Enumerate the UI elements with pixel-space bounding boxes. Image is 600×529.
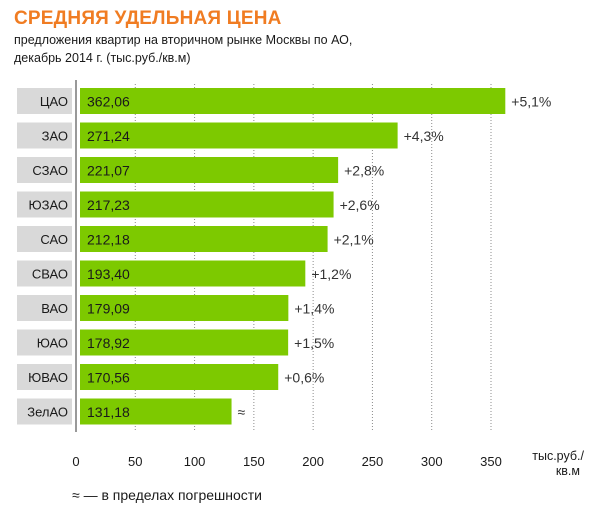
bar-value-label: 170,56 — [87, 370, 130, 386]
subtitle-line-1: предложения квартир на вторичном рынке М… — [14, 33, 353, 47]
category-label: ВАО — [41, 301, 68, 316]
bar — [80, 122, 398, 149]
category-label: ЮВАО — [28, 370, 68, 385]
bar-change-label: +1,4% — [294, 301, 334, 317]
category-label-box — [17, 191, 72, 218]
category-label: СЗАО — [32, 163, 68, 178]
bar-change-label: +1,5% — [294, 335, 334, 351]
bar-change-label: +4,3% — [404, 128, 444, 144]
bar-change-label: +0,6% — [284, 370, 324, 386]
category-label-box — [17, 88, 72, 114]
category-label: ЗелАО — [27, 405, 68, 420]
x-axis: 0 50 100 150 200 250 300 350 тыс.руб./кв.м — [72, 80, 585, 478]
bar — [80, 398, 232, 425]
x-tick-label: 0 — [72, 454, 79, 469]
category-label: ЗАО — [42, 129, 68, 144]
category-label-box — [17, 295, 72, 321]
bar — [80, 88, 506, 114]
bar-value-label: 179,09 — [87, 301, 130, 317]
bar-value-label: 131,18 — [87, 404, 130, 420]
category-label: СВАО — [32, 267, 68, 282]
category-label: САО — [40, 232, 68, 247]
bar-value-label: 178,92 — [87, 335, 130, 351]
x-tick-label: 350 — [480, 454, 502, 469]
category-label-box — [17, 398, 72, 425]
x-axis-label-line-1: тыс.руб./ — [532, 449, 584, 463]
chart-title: СРЕДНЯЯ УДЕЛЬНАЯ ЦЕНА — [14, 8, 282, 29]
bar — [80, 364, 279, 390]
category-label: ЦАО — [40, 94, 68, 109]
x-tick-label: 250 — [362, 454, 384, 469]
category-labels: ЦАО ЗАО СЗАО ЮЗАО САО СВАО ВАО ЮАО ЮВАО ЗелАО — [17, 88, 72, 425]
x-tick-label: 50 — [128, 454, 142, 469]
bar-value-label: 221,07 — [87, 163, 130, 179]
bar — [80, 191, 334, 218]
category-label-box — [17, 364, 72, 390]
bar-change-label: +5,1% — [511, 94, 551, 110]
bar-change-label: +2,8% — [344, 163, 384, 179]
x-tick-label: 150 — [243, 454, 265, 469]
bar — [80, 295, 289, 321]
category-label: ЮЗАО — [29, 198, 68, 213]
bar-change-label: +1,2% — [311, 266, 351, 282]
bar-change-label: +2,1% — [334, 232, 374, 248]
bar — [80, 329, 289, 356]
bar-change-label: ≈ — [238, 404, 246, 420]
category-label: ЮАО — [37, 336, 68, 351]
bar-value-label: 217,23 — [87, 197, 130, 213]
bar — [80, 226, 328, 252]
category-label-box — [17, 226, 72, 252]
category-label-box — [17, 329, 72, 356]
bar-value-label: 362,06 — [87, 94, 130, 110]
x-tick-label: 300 — [421, 454, 443, 469]
bar — [80, 260, 306, 287]
bar — [80, 157, 339, 183]
subtitle-line-2: декабрь 2014 г. (тыс.руб./кв.м) — [14, 51, 191, 65]
x-axis-label-line-2: кв.м — [556, 464, 580, 478]
bar-change-label: +2,6% — [340, 197, 380, 213]
bar-value-label: 193,40 — [87, 266, 130, 282]
bars: 362,06 +5,1% 271,24 +4,3% 221,07 +2,8% 217,23 +… — [80, 88, 551, 425]
category-label-box — [17, 122, 72, 149]
chart-subtitle: предложения квартир на вторичном рынке М… — [14, 31, 352, 67]
category-label-box — [17, 260, 72, 287]
x-tick-label: 200 — [302, 454, 324, 469]
bar-value-label: 271,24 — [87, 128, 130, 144]
category-label-box — [17, 157, 72, 183]
footnote: ≈ — в пределах погрешности — [72, 487, 262, 503]
x-tick-label: 100 — [184, 454, 206, 469]
bar-value-label: 212,18 — [87, 232, 130, 248]
